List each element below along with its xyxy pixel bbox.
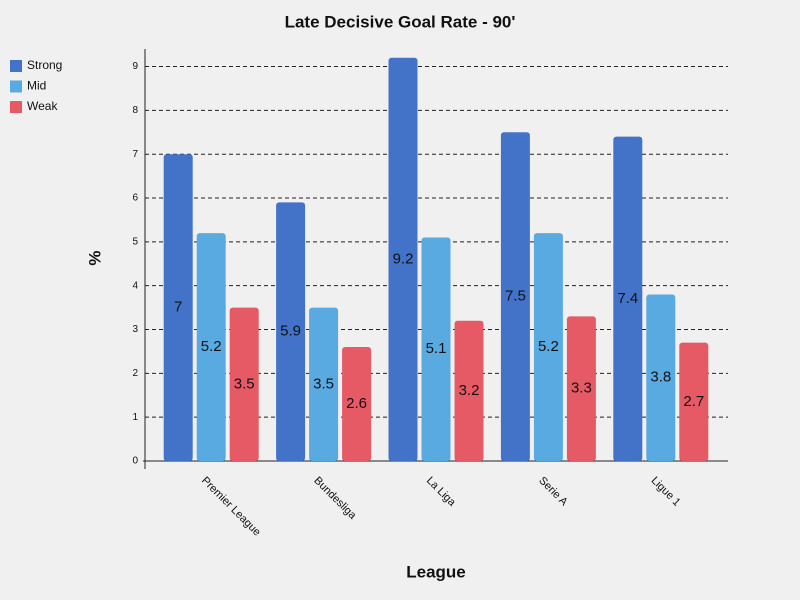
y-tick-label: 4: [132, 280, 138, 291]
value-label: 7.5: [505, 288, 526, 305]
bar: [454, 320, 484, 461]
bar: [229, 307, 259, 461]
bar: [196, 233, 226, 461]
y-tick-label: 1: [132, 412, 138, 423]
chart-title: Late Decisive Goal Rate - 90': [285, 12, 516, 31]
bar: [533, 233, 563, 461]
y-tick-label: 0: [132, 456, 138, 467]
y-tick-label: 8: [132, 105, 138, 116]
bar: [500, 132, 530, 461]
y-tick-label: 9: [132, 61, 138, 72]
bar: [421, 237, 451, 461]
value-label: 3.5: [234, 375, 255, 392]
bar: [276, 202, 306, 462]
value-label: 2.7: [683, 393, 704, 410]
value-label: 5.2: [538, 338, 559, 355]
legend-label: Strong: [27, 58, 62, 72]
value-label: 2.6: [346, 395, 367, 412]
value-label: 5.9: [280, 323, 301, 340]
legend-label: Weak: [27, 99, 58, 113]
bar: [309, 307, 339, 461]
bar: [646, 294, 676, 461]
bar: [342, 347, 372, 461]
y-tick-label: 7: [132, 149, 138, 160]
legend-swatch: [10, 101, 22, 113]
legend-label: Mid: [27, 79, 46, 93]
x-axis-label: League: [406, 562, 466, 581]
legend-swatch: [10, 80, 22, 93]
value-label: 9.2: [393, 250, 414, 267]
bar: [679, 342, 709, 461]
bar: [613, 136, 643, 461]
y-tick-label: 5: [132, 236, 138, 247]
value-label: 5.1: [426, 340, 447, 357]
y-tick-label: 6: [132, 193, 138, 204]
value-label: 7: [174, 299, 182, 316]
y-tick-label: 3: [132, 324, 138, 335]
value-label: 3.8: [650, 369, 671, 386]
y-axis-label: %: [85, 250, 104, 265]
value-label: 3.5: [313, 375, 334, 392]
value-label: 3.3: [571, 380, 592, 397]
bar: [388, 57, 418, 461]
bar: [163, 154, 193, 462]
y-tick-label: 2: [132, 368, 138, 379]
bar: [566, 316, 596, 461]
value-label: 3.2: [459, 382, 480, 399]
value-label: 5.2: [201, 338, 222, 355]
value-label: 7.4: [617, 290, 638, 307]
legend-swatch: [10, 60, 22, 72]
